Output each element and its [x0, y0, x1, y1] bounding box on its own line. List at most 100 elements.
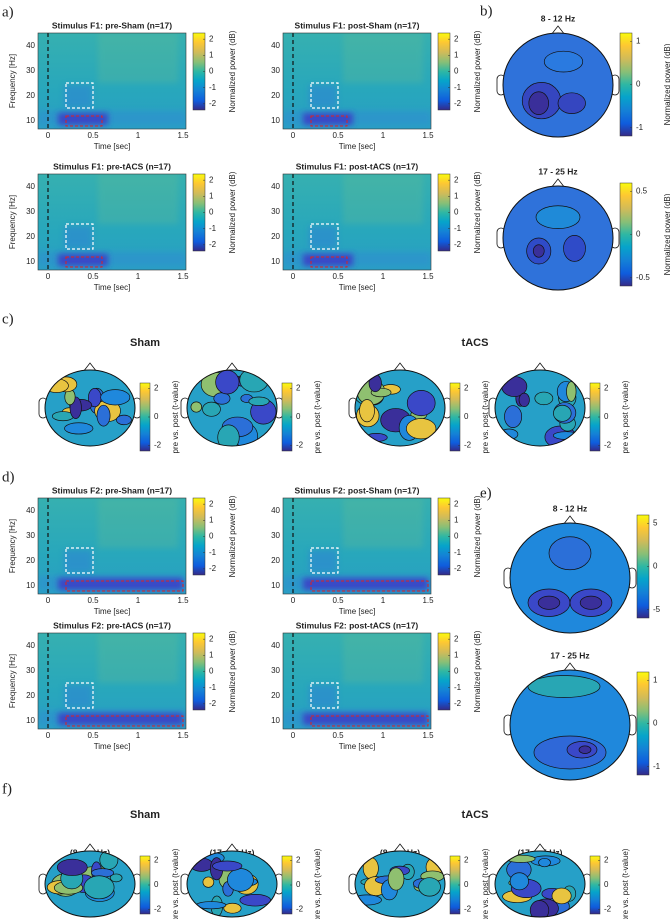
colorbar-tick-label: -2	[464, 904, 472, 913]
x-tick-label: 1	[381, 272, 386, 281]
spectrogram	[38, 33, 186, 129]
topomap	[510, 670, 630, 780]
colorbar-label: Normalized power (dB)	[228, 171, 237, 253]
blob	[309, 685, 337, 707]
colorbar-label: pre vs. post (t-value)	[313, 380, 322, 453]
x-axis-label: Time [sec]	[339, 742, 376, 751]
colorbar-label: pre vs. post (t-value)	[313, 848, 322, 919]
contour	[45, 378, 69, 393]
colorbar-tick-label: -2	[454, 564, 462, 573]
colorbar-label: Normalized power (dB)	[228, 30, 237, 112]
colorbar-tick-label: -2	[296, 904, 304, 913]
colorbar-tick-label: 0	[454, 67, 459, 76]
y-tick-label: 30	[26, 66, 35, 75]
y-tick-label: 40	[26, 182, 35, 191]
map-title: 17 - 25 Hz	[538, 166, 577, 176]
colorbar-tick-label: -1	[209, 83, 217, 92]
y-tick-label: 40	[271, 41, 280, 50]
plot-title: Stimulus F1: post-tACS (n=17)	[296, 161, 419, 171]
blob	[98, 633, 178, 683]
head-outline	[502, 185, 614, 291]
colorbar-tick-label: 0	[604, 880, 609, 889]
blob	[64, 550, 92, 572]
head-outline	[494, 850, 586, 918]
plot-frame	[282, 32, 432, 130]
x-axis-label: Time [sec]	[339, 283, 376, 292]
roi-box	[310, 115, 348, 127]
colorbar-tick-label: 0	[604, 412, 609, 421]
colorbar-tick-label: 0	[209, 67, 214, 76]
colorbar-tick-label: 2	[209, 499, 214, 508]
contour	[535, 205, 581, 229]
contour	[239, 894, 271, 907]
contour	[579, 595, 603, 610]
scalp	[503, 33, 613, 137]
group-title: tACS	[462, 809, 489, 821]
y-tick-label: 30	[271, 207, 280, 216]
colorbar-tick-label: 0.5	[636, 186, 648, 195]
y-tick-label: 30	[26, 207, 35, 216]
head-outline	[494, 369, 586, 447]
colorbar-tick-label: -1	[636, 123, 644, 132]
contour	[355, 894, 382, 906]
plot-frame	[37, 497, 187, 595]
y-tick-label: 20	[271, 691, 280, 700]
x-tick-label: 0.5	[332, 731, 344, 740]
colorbar-tick-label: 2	[464, 384, 469, 393]
plot-title: Stimulus F2: post-Sham (n=17)	[295, 485, 420, 495]
contour	[116, 414, 132, 426]
colorbar-tick-label: -1	[209, 548, 217, 557]
x-tick-label: 0	[291, 272, 296, 281]
spectrogram	[38, 633, 186, 729]
y-tick-label: 10	[271, 116, 280, 125]
y-tick-label: 40	[26, 506, 35, 515]
x-tick-label: 1.5	[177, 731, 189, 740]
colorbar-tick-label: -2	[454, 240, 462, 249]
contour	[538, 857, 551, 868]
roi-box	[310, 223, 339, 250]
colorbar-tick-label: 0	[464, 880, 469, 889]
spectrogram	[283, 33, 431, 129]
y-tick-label: 40	[271, 641, 280, 650]
group-title: tACS	[462, 337, 489, 349]
contour	[534, 391, 554, 406]
contour	[202, 401, 221, 417]
x-tick-label: 0	[46, 131, 51, 140]
head-outline	[509, 522, 631, 634]
x-tick-label: 1	[136, 596, 141, 605]
colorbar-tick-label: 2	[209, 34, 214, 43]
colorbar-tick-label: 1	[209, 191, 214, 200]
x-tick-label: 0	[291, 731, 296, 740]
colorbar-tick-label: -0.5	[636, 273, 650, 282]
spectrogram	[283, 633, 431, 729]
contour	[563, 235, 586, 262]
colorbar-tick-label: 2	[454, 634, 459, 643]
colorbar-label: Normalized power (dB)	[473, 30, 482, 112]
colorbar-tick-label: 1	[636, 36, 641, 45]
contour	[504, 405, 523, 428]
contour	[387, 867, 405, 891]
colorbar-tick-label: 0	[636, 80, 641, 89]
band	[303, 254, 353, 266]
x-tick-label: 1.5	[177, 272, 189, 281]
colorbar-tick-label: 0	[454, 667, 459, 676]
colorbar-tick-label: -1	[454, 83, 462, 92]
colorbar-tick-label: 0	[636, 230, 641, 239]
band	[303, 578, 428, 590]
colorbar-tick-label: -5	[653, 605, 661, 614]
colorbar-tick-label: -2	[154, 904, 162, 913]
head-outline	[44, 850, 136, 918]
contour	[528, 91, 549, 115]
blob	[309, 85, 337, 107]
map-title: 8 - 12 Hz	[553, 503, 588, 513]
plot-frame	[37, 32, 187, 130]
x-tick-label: 0	[46, 731, 51, 740]
plot-title: Stimulus F2: pre-tACS (n=17)	[53, 620, 171, 630]
colorbar-tick-label: -2	[209, 240, 217, 249]
blob	[64, 685, 92, 707]
panel-label: e)	[480, 485, 492, 501]
colorbar-tick-label: 0	[296, 412, 301, 421]
x-tick-label: 0.5	[87, 131, 99, 140]
y-tick-label: 10	[26, 581, 35, 590]
x-tick-label: 1	[381, 731, 386, 740]
